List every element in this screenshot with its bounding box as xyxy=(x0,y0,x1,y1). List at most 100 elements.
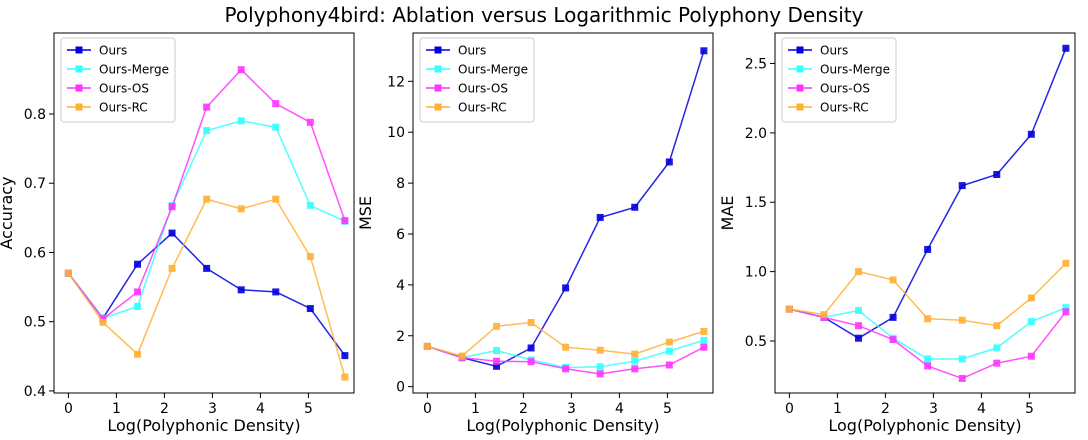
data-point-ours-merge xyxy=(203,127,211,135)
x-tick-label: 1 xyxy=(112,401,121,417)
data-point-ours-rc xyxy=(562,343,570,351)
y-tick-label: 2 xyxy=(396,329,405,345)
y-tick-label: 6 xyxy=(396,227,405,243)
legend-label-ours-os: Ours-OS xyxy=(820,82,870,96)
data-point-ours-merge xyxy=(237,117,245,125)
x-tick-label: 0 xyxy=(423,401,432,417)
data-point-ours-rc xyxy=(272,195,280,203)
y-tick-label: 12 xyxy=(387,74,405,90)
legend-label-ours-rc: Ours-RC xyxy=(820,101,869,115)
data-point-ours-os xyxy=(993,359,1001,367)
data-point-ours xyxy=(168,229,176,237)
y-tick-label: 0 xyxy=(396,380,405,396)
y-tick-label: 8 xyxy=(396,176,405,192)
series-line-ours-rc xyxy=(427,321,705,357)
data-point-ours-merge xyxy=(665,347,673,355)
x-axis-label: Log(Polyphonic Density) xyxy=(466,416,659,435)
x-axis-label: Log(Polyphonic Density) xyxy=(828,416,1021,435)
data-point-ours xyxy=(562,284,570,292)
data-point-ours-os xyxy=(168,203,176,211)
data-point-ours-os xyxy=(272,100,280,108)
y-tick-label: 0.7 xyxy=(24,176,46,192)
legend-label-ours: Ours xyxy=(99,44,127,58)
data-point-ours xyxy=(272,288,280,296)
legend-label-ours: Ours xyxy=(820,44,848,58)
data-point-ours-rc xyxy=(134,350,142,358)
data-point-ours xyxy=(855,334,863,342)
data-point-ours-rc xyxy=(203,195,211,203)
legend-marker-ours-rc xyxy=(75,103,83,111)
data-point-ours-rc xyxy=(527,319,535,327)
data-point-ours-os xyxy=(341,217,349,225)
x-tick-label: 0 xyxy=(64,401,73,417)
chart-panel-accuracy: 0 1 2 3 4 5 0.4 0.5 0.6 0.7 0.8 Log(Polyphonic Dens… xyxy=(0,32,355,435)
data-point-ours xyxy=(700,47,708,55)
legend-marker-ours-rc xyxy=(796,103,804,111)
x-tick-label: 4 xyxy=(256,401,265,417)
data-point-ours-os xyxy=(596,370,604,378)
series-line-ours-merge xyxy=(67,120,346,320)
legend-label-ours-rc: Ours-RC xyxy=(458,101,507,115)
y-tick-label: 2.5 xyxy=(745,57,767,73)
data-point-ours-rc xyxy=(168,264,176,272)
data-point-ours-rc xyxy=(341,373,349,381)
x-tick-label: 2 xyxy=(160,401,169,417)
data-point-ours-os xyxy=(134,288,142,296)
y-tick-label: 2.0 xyxy=(745,126,767,142)
data-point-ours-os xyxy=(527,358,535,366)
data-point-ours-merge xyxy=(493,347,501,355)
x-tick-label: 3 xyxy=(567,401,576,417)
data-point-ours xyxy=(889,313,897,321)
data-point-ours xyxy=(665,158,673,166)
data-point-ours-rc xyxy=(99,318,107,326)
data-point-ours xyxy=(493,362,501,370)
y-tick-label: 0.8 xyxy=(24,107,46,123)
data-point-ours-os xyxy=(1062,308,1070,316)
data-point-ours-rc xyxy=(993,322,1001,330)
y-axis-label: MAE xyxy=(718,196,737,231)
data-point-ours-merge xyxy=(1027,318,1035,326)
legend-marker-ours-os xyxy=(75,84,83,92)
x-tick-label: 5 xyxy=(663,401,672,417)
figure-title: Polyphony4bird: Ablation versus Logarith… xyxy=(225,3,864,27)
legend-label-ours-merge: Ours-Merge xyxy=(99,63,169,77)
data-point-ours-merge xyxy=(855,306,863,314)
data-point-ours-merge xyxy=(924,355,932,363)
data-point-ours-rc xyxy=(493,322,501,330)
data-point-ours xyxy=(306,305,314,313)
legend-marker-ours-merge xyxy=(434,65,442,73)
legend-box xyxy=(781,37,897,123)
x-tick-label: 5 xyxy=(304,401,313,417)
y-axis-label: Accuracy xyxy=(0,176,16,249)
legend-marker-ours xyxy=(75,46,83,54)
data-point-ours xyxy=(993,171,1001,179)
data-point-ours-os xyxy=(1027,352,1035,360)
x-tick-label: 2 xyxy=(881,401,890,417)
legend-label-ours-merge: Ours-Merge xyxy=(458,63,528,77)
data-point-ours-rc xyxy=(924,315,932,323)
x-tick-label: 3 xyxy=(929,401,938,417)
data-point-ours-merge xyxy=(993,344,1001,352)
x-tick-label: 3 xyxy=(208,401,217,417)
data-point-ours-os xyxy=(958,374,966,382)
series-line-ours-rc xyxy=(67,198,346,378)
legend-marker-ours-rc xyxy=(434,103,442,111)
x-tick-label: 2 xyxy=(519,401,528,417)
chart-panel-mae: 0 1 2 3 4 5 0.5 1.0 1.5 2.0 2.5 Log(Polyphonic Dens… xyxy=(718,32,1076,435)
data-point-ours-os xyxy=(493,357,501,365)
data-point-ours xyxy=(237,286,245,294)
plot-frame xyxy=(774,32,1076,394)
data-point-ours-os xyxy=(631,365,639,373)
data-point-ours xyxy=(924,245,932,253)
legend-label-ours: Ours xyxy=(458,44,486,58)
data-point-ours xyxy=(341,352,349,360)
data-point-ours-merge xyxy=(272,123,280,131)
data-point-ours-rc xyxy=(785,305,793,313)
data-point-ours xyxy=(203,264,211,272)
y-axis-label: MSE xyxy=(356,196,375,230)
data-point-ours-os xyxy=(562,365,570,373)
data-point-ours-rc xyxy=(64,269,72,277)
data-point-ours-os xyxy=(237,66,245,74)
